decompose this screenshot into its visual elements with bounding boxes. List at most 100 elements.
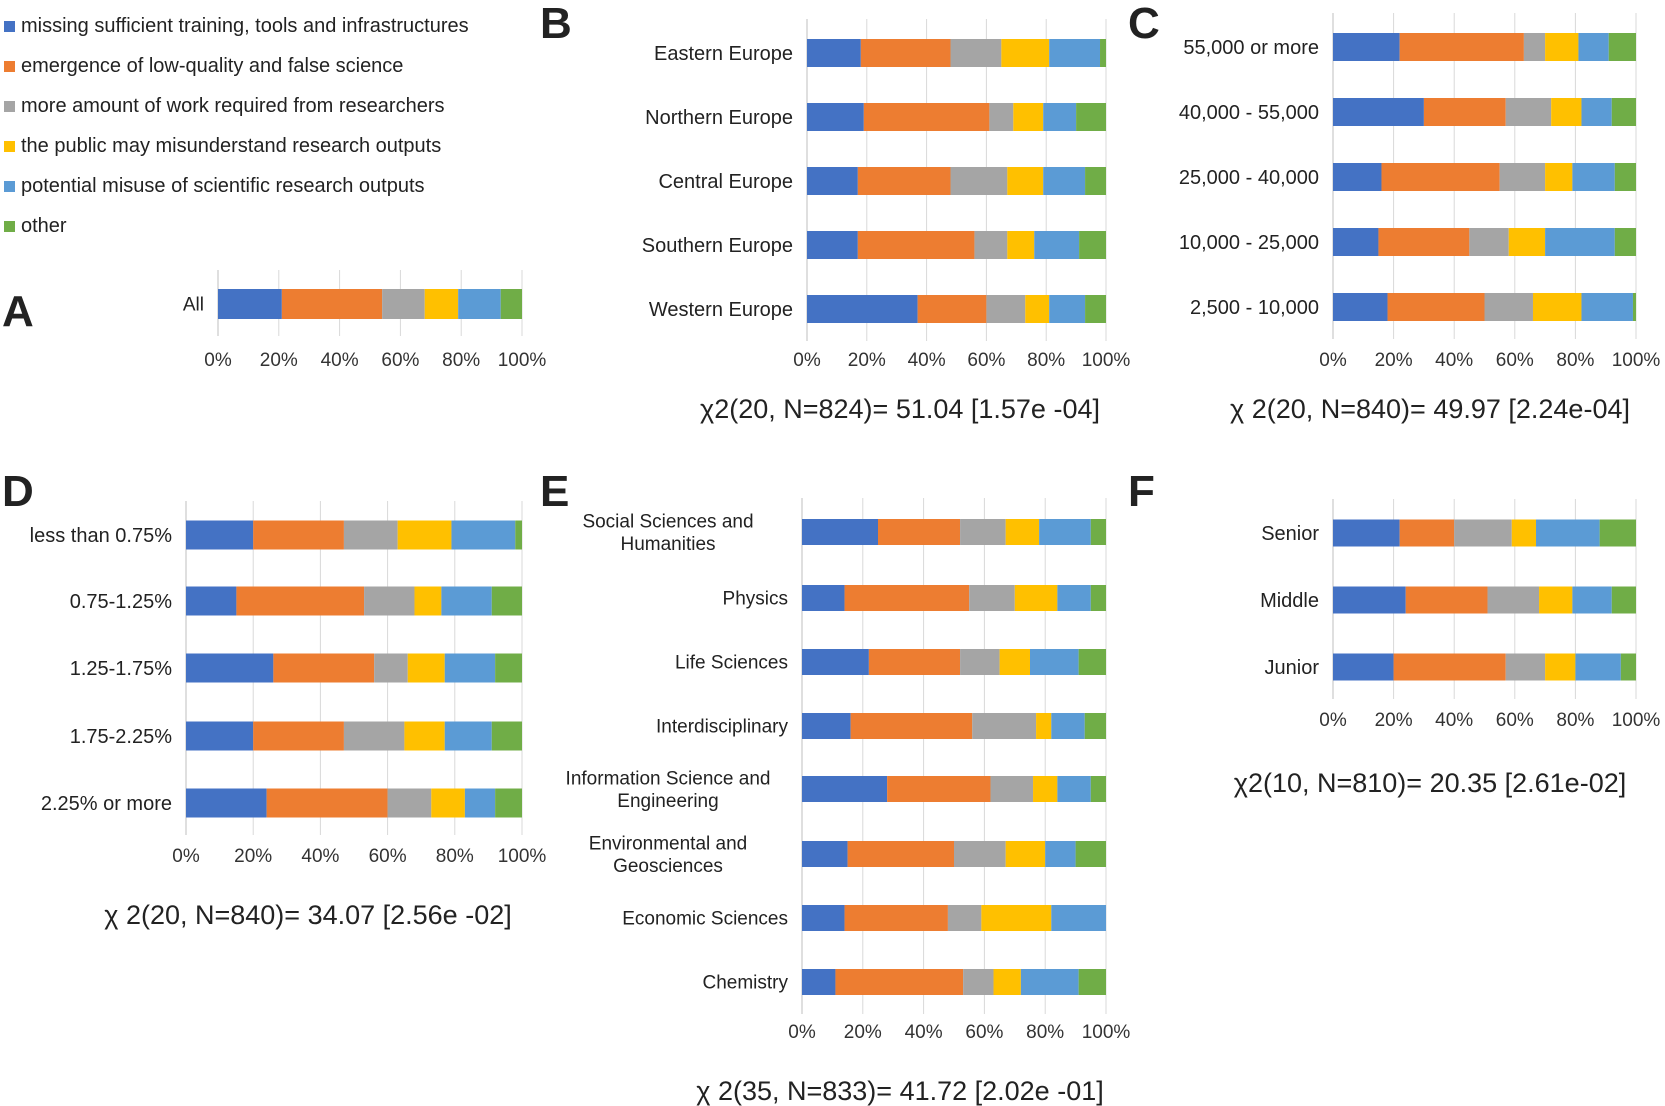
- bar-segment-e: [1005, 841, 1046, 867]
- bar-segment-e: [802, 649, 869, 675]
- legend-label: other: [21, 214, 67, 237]
- bar-segment-a: [500, 289, 522, 319]
- bar-segment-d: [253, 520, 344, 550]
- bar-segment-a: [382, 289, 425, 319]
- bar-segment-e: [1075, 841, 1106, 867]
- bar-segment-d: [407, 653, 445, 683]
- bar-segment-d: [491, 721, 522, 751]
- x-tick-label-a: 60%: [381, 350, 419, 371]
- bar-segment-e: [993, 969, 1021, 995]
- bar-segment-e: [960, 519, 1006, 545]
- category-label-c: 2,500 - 10,000: [1190, 297, 1319, 319]
- bar-segment-b: [1085, 295, 1106, 323]
- bar-segment-e: [1005, 519, 1040, 545]
- bar-segment-b: [1085, 167, 1106, 195]
- bar-segment-c: [1333, 228, 1379, 256]
- bar-segment-b: [1025, 295, 1050, 323]
- bar-segment-c: [1578, 33, 1609, 61]
- legend-entry-more-work: more amount of work required from resear…: [4, 86, 469, 126]
- bar-segment-d: [491, 586, 522, 616]
- panel-letter-b: B: [540, 0, 572, 48]
- legend-entry-training: missing sufficient training, tools and i…: [4, 6, 469, 46]
- bar-segment-d: [414, 586, 442, 616]
- bar-segment-e: [844, 905, 948, 931]
- bar-segment-b: [1076, 103, 1106, 131]
- bar-segment-d: [374, 653, 408, 683]
- bar-segment-d: [186, 721, 254, 751]
- bar-segment-b: [857, 167, 951, 195]
- category-label-d: 1.25-1.75%: [70, 658, 173, 680]
- bar-segment-e: [999, 649, 1030, 675]
- category-label-e: Engineering: [617, 791, 718, 812]
- bar-segment-c: [1545, 228, 1615, 256]
- bar-segment-e: [954, 841, 1006, 867]
- bar-segment-e: [1090, 776, 1106, 802]
- bar-segment-e: [1057, 776, 1091, 802]
- bar-segment-d: [273, 653, 375, 683]
- bar-segment-e: [1078, 649, 1106, 675]
- category-label-d: less than 0.75%: [30, 525, 173, 547]
- bar-segment-e: [887, 776, 991, 802]
- bar-segment-c: [1499, 163, 1546, 191]
- bar-segment-d: [186, 520, 254, 550]
- bar-segment-b: [1034, 231, 1080, 259]
- bar-segment-b: [950, 39, 1002, 67]
- bar-segment-e: [960, 649, 1000, 675]
- bar-segment-e: [1036, 713, 1052, 739]
- category-label-f: Middle: [1260, 590, 1319, 612]
- x-tick-label-e: 100%: [1082, 1022, 1131, 1043]
- bar-segment-e: [1051, 905, 1106, 931]
- bar-segment-e: [1090, 519, 1106, 545]
- stat-c: χ 2(20, N=840)= 49.97 [2.24e-04]: [1230, 394, 1630, 424]
- legend-swatch: [4, 100, 15, 112]
- category-label-b: Southern Europe: [642, 235, 793, 257]
- bar-segment-b: [1007, 231, 1035, 259]
- bar-segment-c: [1399, 33, 1524, 61]
- bar-segment-e: [990, 776, 1034, 802]
- bar-segment-e: [963, 969, 994, 995]
- stat-b: χ2(20, N=824)= 51.04 [1.57e -04]: [700, 394, 1100, 424]
- x-tick-label-f: 60%: [1496, 710, 1534, 731]
- stat-e: χ 2(35, N=833)= 41.72 [2.02e -01]: [696, 1076, 1104, 1106]
- bar-segment-c: [1508, 228, 1546, 256]
- bar-segment-d: [464, 788, 496, 818]
- bar-segment-c: [1333, 33, 1400, 61]
- bar-segment-e: [844, 585, 970, 611]
- bar-segment-c: [1333, 98, 1424, 126]
- bar-segment-c: [1608, 33, 1636, 61]
- x-tick-label-f: 80%: [1556, 710, 1594, 731]
- bar-segment-e: [1020, 969, 1079, 995]
- panel-letter-d: D: [2, 467, 34, 516]
- bar-segment-d: [236, 586, 365, 616]
- category-label-d: 2.25% or more: [41, 793, 172, 815]
- bar-segment-e: [847, 841, 954, 867]
- bar-segment-b: [863, 103, 990, 131]
- x-tick-label-b: 0%: [793, 350, 821, 371]
- chart-legend: missing sufficient training, tools and i…: [4, 6, 469, 246]
- category-label-c: 40,000 - 55,000: [1179, 102, 1319, 124]
- bar-segment-f: [1572, 586, 1612, 614]
- bar-segment-c: [1484, 293, 1533, 321]
- bar-segment-e: [802, 841, 848, 867]
- category-label-b: Eastern Europe: [654, 43, 793, 65]
- x-tick-label-b: 100%: [1082, 350, 1131, 371]
- x-tick-label-e: 20%: [844, 1022, 882, 1043]
- bar-segment-c: [1611, 98, 1636, 126]
- bar-segment-c: [1423, 98, 1506, 126]
- bar-segment-c: [1532, 293, 1582, 321]
- legend-label: the public may misunderstand research ou…: [21, 134, 442, 157]
- category-label-e: Social Sciences and: [582, 511, 753, 532]
- bar-segment-f: [1511, 519, 1537, 547]
- legend-entry-misunderstand: the public may misunderstand research ou…: [4, 126, 469, 166]
- bar-segment-d: [343, 520, 398, 550]
- bar-segment-d: [343, 721, 405, 751]
- panel-letter-f: F: [1128, 467, 1155, 516]
- x-tick-label-e: 80%: [1026, 1022, 1064, 1043]
- bar-segment-b: [1049, 39, 1101, 67]
- bar-segment-e: [802, 585, 845, 611]
- bar-segment-f: [1333, 519, 1400, 547]
- bar-segment-e: [1090, 585, 1106, 611]
- bar-segment-c: [1581, 293, 1633, 321]
- panel-letter-e: E: [540, 467, 570, 516]
- bar-segment-c: [1333, 293, 1388, 321]
